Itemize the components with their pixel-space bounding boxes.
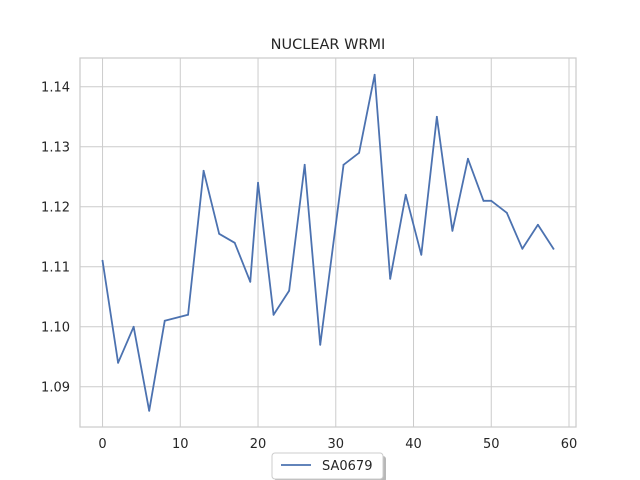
series-line (101, 73, 555, 412)
data-point (101, 259, 104, 262)
data-point (373, 73, 376, 76)
data-point (404, 193, 407, 196)
x-tick-label: 60 (561, 437, 578, 452)
y-tick-label: 1.12 (41, 200, 70, 215)
x-tick-label: 40 (405, 437, 422, 452)
legend-box (271, 452, 384, 480)
data-point (288, 289, 291, 292)
data-point (233, 241, 236, 244)
data-point (451, 229, 454, 232)
x-tick-label: 30 (328, 437, 345, 452)
legend-label: SA0679 (322, 459, 372, 474)
data-point (389, 277, 392, 280)
data-point (257, 181, 259, 184)
data-point (272, 313, 275, 316)
data-point (342, 163, 345, 166)
x-tick-label: 0 (98, 437, 106, 452)
y-tick-label: 1.14 (41, 80, 70, 95)
data-point (490, 199, 493, 202)
data-point (552, 247, 555, 250)
data-point (163, 319, 166, 322)
data-point (420, 253, 423, 256)
y-tick-label: 1.11 (41, 260, 70, 275)
data-point (218, 232, 221, 235)
data-point (358, 151, 360, 154)
y-tick-label: 1.09 (41, 380, 70, 395)
y-tick-label: 1.10 (41, 320, 70, 335)
data-point (117, 361, 119, 364)
plot-frame (79, 57, 577, 428)
x-tick-label: 10 (172, 437, 189, 452)
grid-lines (80, 58, 576, 427)
data-point (521, 247, 524, 250)
data-point (505, 211, 508, 214)
x-axis: 0 10 20 30 40 50 60 (98, 437, 577, 452)
x-tick-label: 50 (483, 437, 500, 452)
data-point (202, 169, 205, 172)
data-point (435, 115, 438, 118)
chart-title: NUCLEAR WRMI (271, 37, 386, 53)
data-point (132, 325, 135, 328)
data-point (467, 157, 469, 160)
data-point (187, 313, 189, 316)
data-point (537, 223, 539, 226)
data-point (319, 343, 322, 346)
x-tick-label: 20 (250, 437, 267, 452)
legend: SA0679 (271, 452, 386, 480)
y-tick-label: 1.13 (41, 140, 70, 155)
data-point (482, 199, 485, 202)
series-layer (101, 73, 555, 412)
data-point (303, 163, 306, 166)
data-point (148, 409, 151, 412)
data-point (249, 280, 252, 283)
y-axis: 1.09 1.10 1.11 1.12 1.13 1.14 (41, 80, 70, 395)
